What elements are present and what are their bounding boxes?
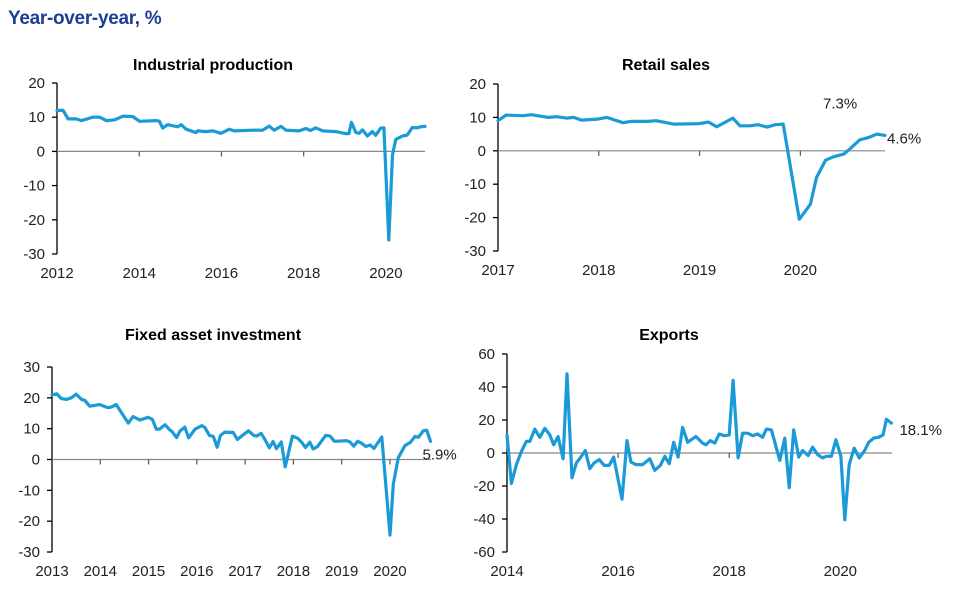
y-tick-label: -20 (23, 212, 45, 229)
last-value-label: 18.1% (899, 422, 942, 439)
x-tick-label: 2020 (373, 563, 406, 580)
chart-title: Fixed asset investment (125, 327, 302, 344)
x-tick-label: 2018 (582, 262, 615, 279)
x-tick-label: 2020 (369, 265, 402, 282)
x-tick-label: 2018 (713, 563, 746, 580)
y-tick-label: -10 (18, 482, 40, 499)
y-tick-label: -30 (18, 544, 40, 561)
x-tick-label: 2016 (180, 563, 213, 580)
y-tick-label: 20 (469, 76, 486, 93)
x-tick-label: 2020 (824, 563, 857, 580)
chart-title: Retail sales (622, 57, 710, 74)
y-tick-label: -10 (464, 176, 486, 193)
x-tick-label: 2018 (277, 563, 310, 580)
chart-title: Exports (639, 327, 699, 344)
y-tick-label: 60 (478, 346, 495, 363)
series-line (505, 372, 893, 522)
x-tick-label: 2014 (490, 563, 523, 580)
y-tick-label: 20 (23, 390, 40, 407)
y-tick-label: -10 (23, 178, 45, 195)
last-value-label: 7.3% (823, 95, 857, 112)
series-line (50, 392, 433, 537)
y-tick-label: -40 (473, 511, 495, 528)
x-tick-label: 2014 (123, 265, 156, 282)
y-tick-label: -30 (23, 246, 45, 263)
y-tick-label: -20 (473, 478, 495, 495)
x-tick-label: 2016 (601, 563, 634, 580)
x-tick-label: 2015 (132, 563, 165, 580)
y-tick-label: -20 (18, 513, 40, 530)
y-tick-label: 0 (32, 452, 40, 469)
x-tick-label: 2018 (287, 265, 320, 282)
y-tick-label: -60 (473, 544, 495, 561)
x-tick-label: 2016 (205, 265, 238, 282)
x-tick-label: 2012 (40, 265, 73, 282)
last-value-label: 5.9% (423, 446, 457, 463)
x-tick-label: 2017 (228, 563, 261, 580)
y-tick-label: 20 (28, 75, 45, 92)
y-tick-label: 20 (478, 412, 495, 429)
y-tick-label: 40 (478, 379, 495, 396)
y-tick-label: 10 (28, 109, 45, 126)
y-tick-label: 10 (469, 109, 486, 126)
x-tick-label: 2019 (683, 262, 716, 279)
x-tick-label: 2019 (325, 563, 358, 580)
chart-title: Industrial production (133, 57, 293, 74)
last-value-label: 4.6% (887, 130, 921, 147)
x-tick-label: 2017 (481, 262, 514, 279)
y-tick-label: -30 (464, 243, 486, 260)
y-tick-label: -20 (464, 210, 486, 227)
y-tick-label: 0 (37, 143, 45, 160)
x-tick-label: 2020 (784, 262, 817, 279)
x-tick-label: 2013 (35, 563, 68, 580)
y-tick-label: 0 (478, 143, 486, 160)
page-title: Year-over-year, % (8, 8, 162, 29)
series-line (496, 113, 887, 221)
y-tick-label: 30 (23, 359, 40, 376)
x-tick-label: 2014 (84, 563, 117, 580)
series-line (55, 108, 427, 242)
y-tick-label: 10 (23, 421, 40, 438)
y-tick-label: 0 (487, 445, 495, 462)
